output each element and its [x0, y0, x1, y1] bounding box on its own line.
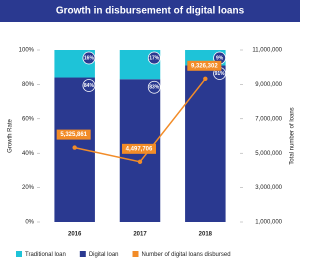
data-label: 9% [216, 55, 224, 61]
label-badge [147, 51, 161, 65]
y-axis-label: Growth Rate [8, 119, 14, 153]
y-tick-label: 40% [22, 151, 35, 157]
line-point [137, 159, 143, 165]
legend-label: Digital loan [89, 252, 119, 258]
bar-segment [185, 65, 226, 222]
data-label: 17% [149, 55, 160, 61]
line-point [203, 76, 208, 81]
y2-tick-label: 9,000,000 [255, 82, 282, 88]
y-tick-label: 20% [22, 185, 35, 191]
y2-tick-label: 3,000,000 [255, 185, 282, 191]
y2-tick-label: 7,000,000 [255, 116, 282, 122]
y-tick-label: 60% [22, 116, 35, 122]
label-badge [147, 80, 161, 94]
y2-tick-label: 11,000,000 [252, 48, 282, 54]
data-label: 16% [84, 55, 95, 61]
y2-axis-label: Total number of loans [290, 107, 296, 164]
y2-tick-label: 5,000,000 [255, 151, 282, 157]
y2-tick-label: 1,000,000 [255, 220, 282, 226]
legend-label: Traditional loan [25, 252, 66, 258]
label-box [187, 60, 222, 71]
data-label: 5,325,861 [60, 132, 87, 138]
y-tick-label: 100% [19, 48, 35, 54]
x-tick-label: 2017 [133, 232, 147, 238]
data-label: 4,497,706 [126, 146, 153, 152]
label-badge [82, 51, 96, 65]
chart: Growth in disbursement of digital loans … [0, 0, 300, 258]
legend-label: Number of digital loans disbursed [142, 252, 231, 258]
y-tick-label: 80% [22, 82, 35, 88]
legend-swatch [16, 251, 22, 257]
legend-swatch [79, 251, 86, 257]
data-label: 9,326,302 [191, 63, 218, 69]
line-point [72, 145, 77, 150]
label-badge [82, 79, 96, 92]
data-label: 91% [215, 71, 226, 77]
label-box [122, 143, 156, 154]
legend-swatch [132, 251, 139, 257]
y-tick-label: 0% [25, 220, 34, 226]
label-box [56, 129, 91, 140]
x-tick-label: 2018 [199, 232, 213, 238]
data-label: 84% [84, 83, 95, 89]
title-bar [0, 0, 300, 22]
x-tick-label: 2016 [68, 232, 82, 238]
chart-title: Growth in disbursement of digital loans [56, 6, 245, 17]
data-label: 83% [149, 85, 160, 91]
